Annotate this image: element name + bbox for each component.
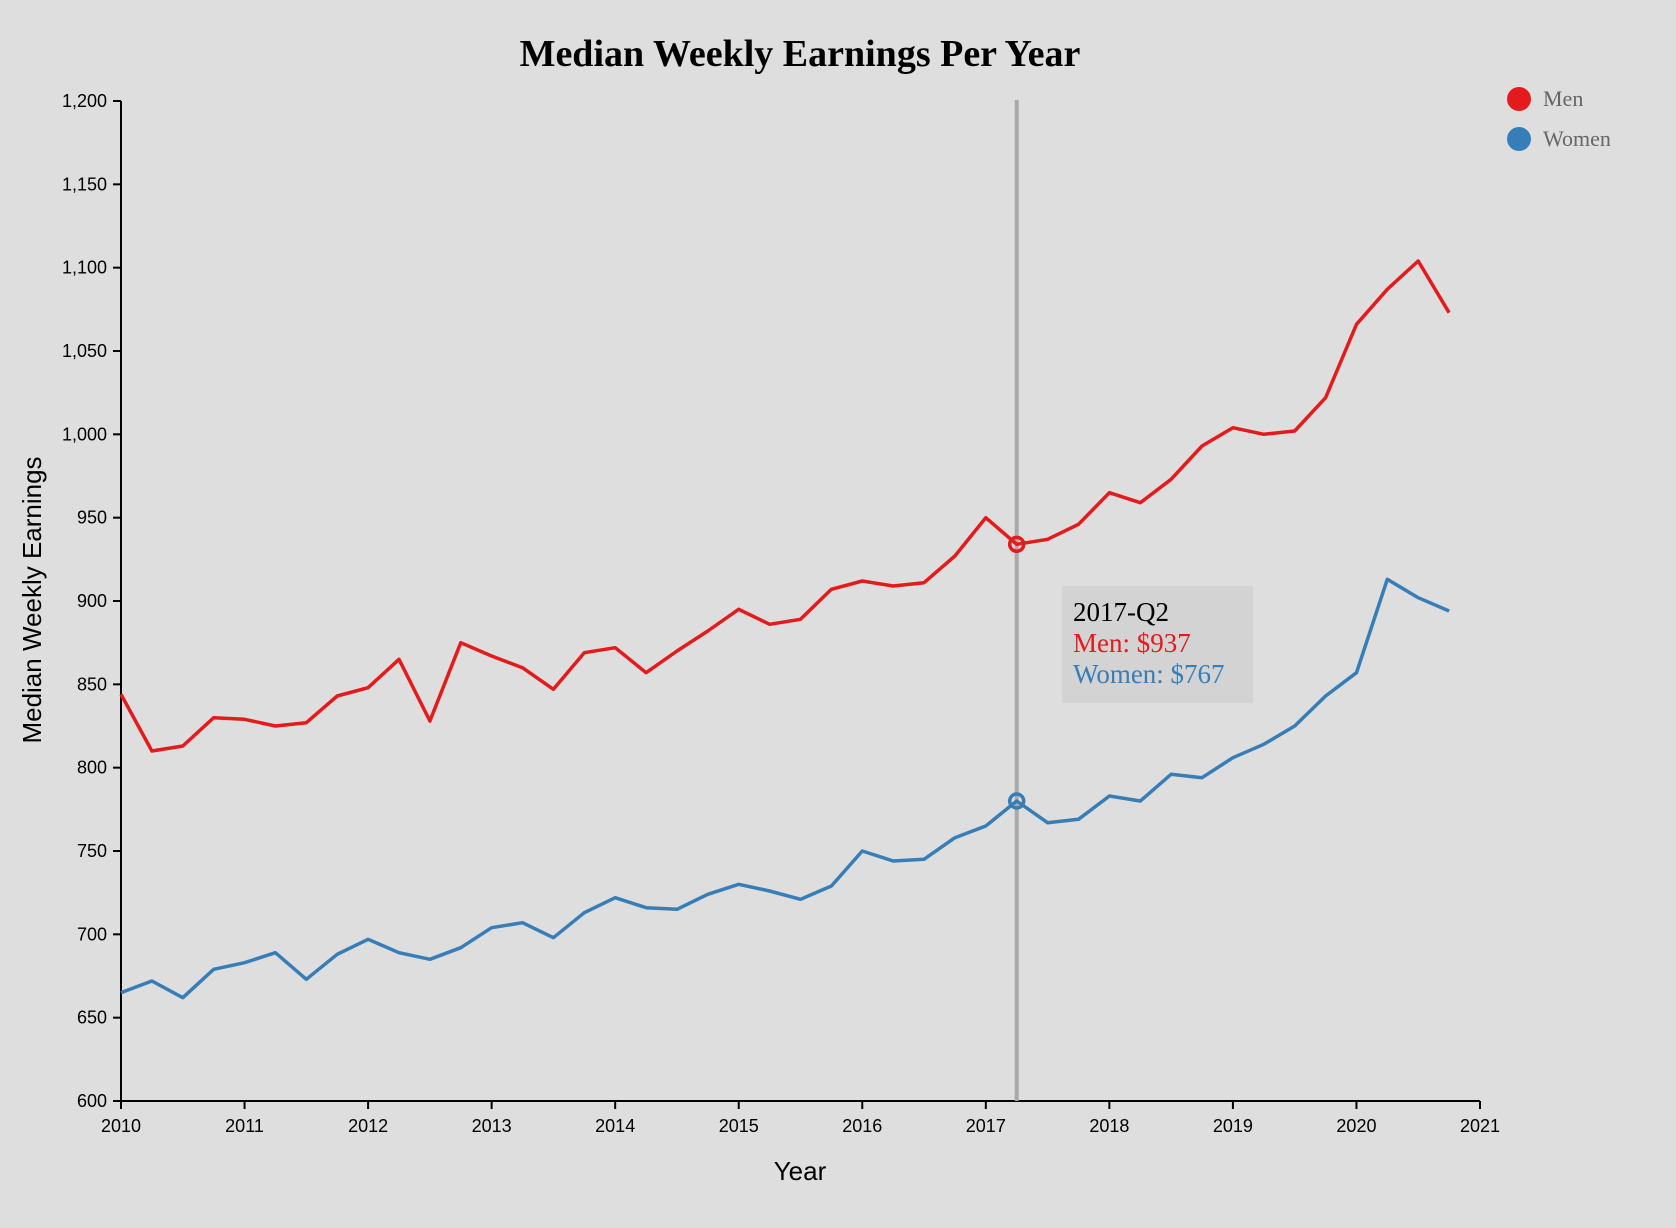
legend-label-women: Women: [1543, 126, 1611, 151]
tooltip-women-value: Women: $767: [1073, 659, 1225, 689]
x-tick-label: 2015: [719, 1116, 759, 1136]
legend-swatch-women: [1507, 127, 1531, 151]
x-tick-label: 2010: [101, 1116, 141, 1136]
y-tick-label: 1,050: [62, 341, 107, 361]
tooltip-box: [1062, 586, 1253, 703]
y-axis: 600 650 700 750 800 850 900 950 1,000 1,050 1,100 1…: [62, 91, 122, 1111]
hover-marker-men: [1007, 535, 1026, 554]
y-tick-label: 800: [77, 758, 107, 778]
x-tick-label: 2019: [1213, 1116, 1253, 1136]
series-line-men[interactable]: [119, 259, 1451, 753]
hover-tooltip: 2017-Q2 Men: $937 Women: $767: [1062, 586, 1253, 703]
series-layer: [119, 259, 1451, 1000]
y-tick-label: 950: [77, 508, 107, 528]
tooltip-men-value: Men: $937: [1073, 628, 1191, 658]
chart-title: Median Weekly Earnings Per Year: [520, 33, 1081, 75]
y-axis-label: Median Weekly Earnings: [17, 456, 47, 743]
legend-label-men: Men: [1543, 86, 1583, 111]
x-tick-label: 2013: [472, 1116, 512, 1136]
x-axis: 2010 2011 2012 2013 2014 2015 2016 2017 2018 2019…: [101, 1100, 1500, 1136]
hover-markers: [1007, 535, 1026, 810]
tooltip-period: 2017-Q2: [1073, 597, 1169, 627]
y-tick-label: 1,200: [62, 91, 107, 111]
y-tick-label: 600: [77, 1091, 107, 1111]
y-tick-label: 900: [77, 591, 107, 611]
series-line-women[interactable]: [120, 577, 1450, 1000]
x-tick-label: 2017: [966, 1116, 1006, 1136]
y-tick-label: 650: [77, 1008, 107, 1028]
hover-marker-women: [1007, 792, 1026, 810]
x-tick-label: 2014: [595, 1116, 635, 1136]
legend-swatch-men: [1507, 87, 1531, 111]
x-tick-label: 2021: [1460, 1116, 1500, 1136]
y-tick-label: 1,150: [62, 174, 107, 194]
legend: Men Women: [1507, 86, 1611, 151]
x-tick-label: 2018: [1089, 1116, 1129, 1136]
y-tick-label: 850: [77, 674, 107, 694]
y-tick-label: 1,100: [62, 258, 107, 278]
y-tick-label: 700: [77, 924, 107, 944]
y-tick-label: 1,000: [62, 424, 107, 444]
x-tick-label: 2012: [348, 1116, 388, 1136]
x-axis-label: Year: [774, 1156, 827, 1186]
y-tick-label: 750: [77, 841, 107, 861]
x-tick-label: 2011: [225, 1116, 264, 1136]
x-tick-label: 2016: [842, 1116, 882, 1136]
x-tick-label: 2020: [1336, 1116, 1376, 1136]
